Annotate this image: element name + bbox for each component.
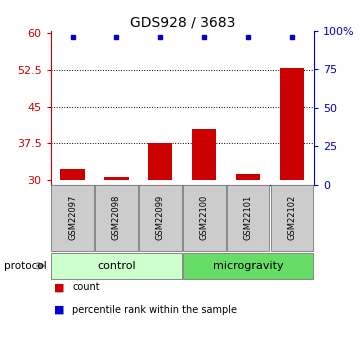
Text: microgravity: microgravity [213,261,283,271]
Bar [104,177,129,180]
Bar [236,174,260,180]
Text: ■: ■ [54,283,65,292]
Text: control: control [97,261,136,271]
Bar [148,143,173,180]
Text: GSM22097: GSM22097 [68,195,77,240]
Title: GDS928 / 3683: GDS928 / 3683 [130,16,235,30]
Text: GSM22098: GSM22098 [112,195,121,240]
Text: percentile rank within the sample: percentile rank within the sample [72,305,237,315]
Text: GSM22100: GSM22100 [200,195,209,240]
Text: ■: ■ [54,305,65,315]
Bar [280,68,304,180]
Bar [192,129,216,180]
Text: GSM22102: GSM22102 [288,195,297,240]
Bar [60,169,84,180]
Text: GSM22099: GSM22099 [156,195,165,240]
Text: protocol: protocol [4,261,46,271]
Text: GSM22101: GSM22101 [244,195,253,240]
Text: count: count [72,283,100,292]
